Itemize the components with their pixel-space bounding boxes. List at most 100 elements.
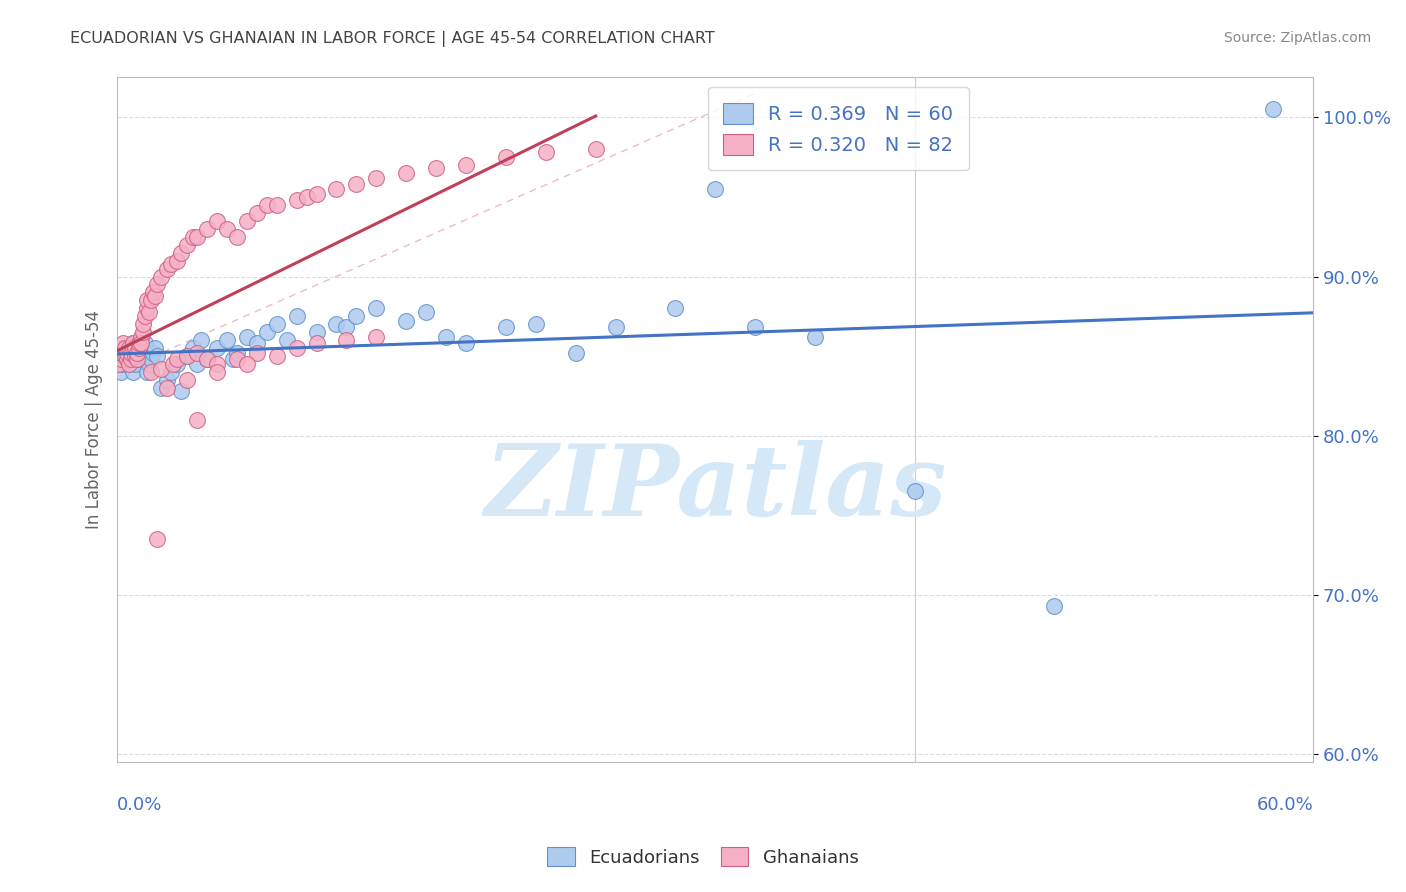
Point xyxy=(146,533,169,547)
Point xyxy=(156,261,179,276)
Point xyxy=(139,365,162,379)
Point xyxy=(246,206,269,220)
Point xyxy=(166,253,188,268)
Point xyxy=(190,333,212,347)
Point xyxy=(366,301,388,316)
Point xyxy=(285,341,308,355)
Text: 60.0%: 60.0% xyxy=(1257,797,1313,814)
Point xyxy=(114,341,136,355)
Point xyxy=(114,352,136,367)
Point xyxy=(134,310,156,324)
Point xyxy=(120,352,142,367)
Point xyxy=(156,373,179,387)
Point xyxy=(1263,103,1285,117)
Point xyxy=(495,320,517,334)
Point xyxy=(205,365,228,379)
Point xyxy=(415,304,437,318)
Point xyxy=(186,413,208,427)
Point xyxy=(129,336,152,351)
Point xyxy=(256,198,278,212)
Point xyxy=(395,166,418,180)
Point xyxy=(112,357,135,371)
Point xyxy=(256,325,278,339)
Point xyxy=(903,484,925,499)
Point xyxy=(176,349,198,363)
Point xyxy=(110,346,132,360)
Point xyxy=(122,365,145,379)
Point xyxy=(132,325,155,339)
Point xyxy=(120,349,142,363)
Point xyxy=(129,330,152,344)
Point xyxy=(120,346,142,360)
Point xyxy=(305,186,328,201)
Point xyxy=(225,346,247,360)
Point xyxy=(534,145,557,160)
Point xyxy=(112,341,135,355)
Point xyxy=(225,352,247,367)
Point xyxy=(186,346,208,360)
Point xyxy=(170,384,193,399)
Point xyxy=(495,150,517,164)
Point xyxy=(160,257,183,271)
Point xyxy=(128,336,150,351)
Point xyxy=(118,341,141,355)
Point xyxy=(127,346,149,360)
Legend: R = 0.369   N = 60, R = 0.320   N = 82: R = 0.369 N = 60, R = 0.320 N = 82 xyxy=(707,87,969,170)
Point xyxy=(215,221,238,235)
Point xyxy=(108,357,131,371)
Point xyxy=(344,310,367,324)
Point xyxy=(205,357,228,371)
Point xyxy=(704,182,727,196)
Point xyxy=(395,314,418,328)
Point xyxy=(222,352,245,367)
Point xyxy=(132,349,155,363)
Point xyxy=(150,362,173,376)
Point xyxy=(564,346,586,360)
Point xyxy=(325,318,347,332)
Point xyxy=(129,341,152,355)
Point xyxy=(156,381,179,395)
Point xyxy=(181,341,204,355)
Point xyxy=(434,330,457,344)
Point xyxy=(195,352,218,367)
Point xyxy=(335,320,357,334)
Point xyxy=(176,373,198,387)
Point xyxy=(344,177,367,191)
Point xyxy=(276,333,298,347)
Point xyxy=(160,365,183,379)
Point xyxy=(225,229,247,244)
Point xyxy=(122,341,145,355)
Point xyxy=(127,352,149,367)
Point xyxy=(285,193,308,207)
Point xyxy=(335,333,357,347)
Point xyxy=(162,357,184,371)
Point xyxy=(136,301,159,316)
Point xyxy=(136,365,159,379)
Point xyxy=(605,320,627,334)
Point xyxy=(266,349,288,363)
Legend: Ecuadorians, Ghanaians: Ecuadorians, Ghanaians xyxy=(540,840,866,874)
Point xyxy=(186,357,208,371)
Point xyxy=(804,330,827,344)
Point xyxy=(325,182,347,196)
Point xyxy=(170,245,193,260)
Point xyxy=(127,352,149,367)
Point xyxy=(246,336,269,351)
Point xyxy=(1043,599,1066,614)
Point xyxy=(122,336,145,351)
Point xyxy=(139,352,162,367)
Point xyxy=(128,346,150,360)
Point xyxy=(744,320,766,334)
Point xyxy=(124,341,146,355)
Point xyxy=(205,213,228,227)
Point xyxy=(122,336,145,351)
Point xyxy=(295,190,318,204)
Point xyxy=(143,341,166,355)
Point xyxy=(454,158,477,172)
Point xyxy=(110,365,132,379)
Point xyxy=(115,346,138,360)
Point xyxy=(118,341,141,355)
Point xyxy=(266,318,288,332)
Point xyxy=(585,142,607,156)
Point xyxy=(128,341,150,355)
